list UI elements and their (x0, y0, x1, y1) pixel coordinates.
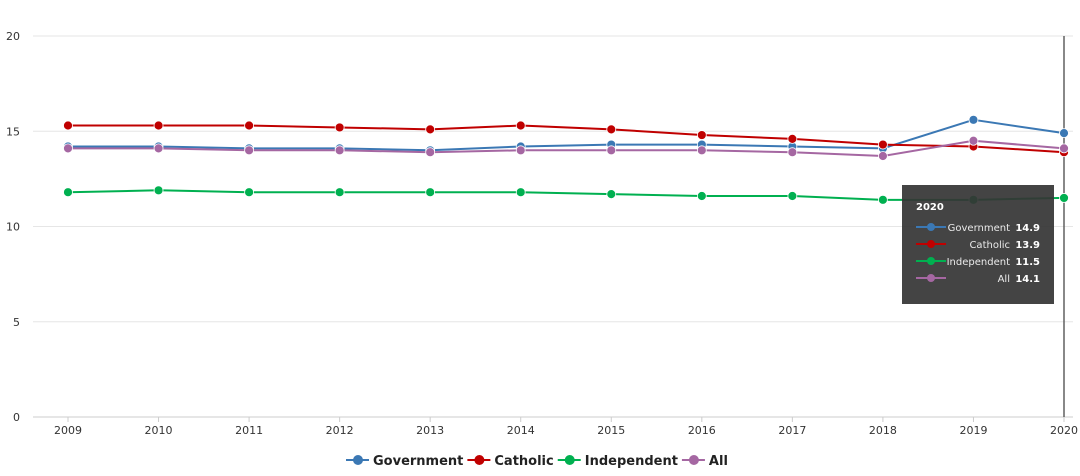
data-point-independent[interactable] (153, 185, 164, 196)
tooltip-label-independent: Independent (947, 257, 1010, 268)
legend-label-catholic: Catholic (494, 454, 553, 469)
tooltip-swatch-marker-independent (927, 257, 935, 265)
data-point-catholic[interactable] (334, 122, 345, 133)
x-tick-label: 2015 (597, 424, 625, 437)
data-point-all[interactable] (606, 145, 617, 156)
legend-label-government: Government (373, 454, 463, 469)
data-point-all[interactable] (63, 143, 73, 154)
data-point-all[interactable] (696, 145, 707, 156)
x-tick-label: 2012 (326, 424, 354, 437)
data-point-independent[interactable] (334, 187, 345, 198)
data-point-catholic[interactable] (244, 120, 254, 131)
legend-item-all[interactable]: All (681, 454, 728, 469)
x-tick-label: 2011 (235, 424, 263, 437)
legend-label-independent: Independent (585, 454, 678, 469)
series-line-independent (67, 189, 1065, 201)
legend-item-catholic[interactable]: Catholic (467, 454, 554, 469)
data-point-all[interactable] (515, 145, 526, 156)
tooltip-label-catholic: Catholic (969, 240, 1010, 251)
data-point-independent[interactable] (1059, 193, 1069, 203)
legend-marker-independent (564, 455, 575, 465)
data-point-catholic[interactable] (153, 120, 164, 131)
data-point-all[interactable] (425, 147, 436, 158)
series-line-catholic (67, 124, 1065, 154)
y-tick-label: 0 (13, 411, 20, 424)
x-tick-label: 2014 (507, 424, 535, 437)
data-point-all[interactable] (153, 143, 164, 154)
data-point-government[interactable] (968, 114, 979, 125)
tooltip: 2020 Government 14.9 Catholic 13.9 Independen… (902, 185, 1054, 304)
x-tick-label: 2020 (1050, 424, 1078, 437)
series-independent (63, 185, 1069, 205)
legend-marker-all (688, 455, 699, 465)
tooltip-swatch-marker-catholic (927, 240, 935, 248)
data-point-catholic[interactable] (878, 139, 888, 150)
data-point-all[interactable] (1059, 143, 1069, 154)
data-point-independent[interactable] (606, 189, 617, 200)
tooltip-label-all: All (998, 274, 1010, 285)
legend-label-all: All (709, 454, 728, 469)
x-tick-label: 2009 (54, 424, 82, 437)
data-point-all[interactable] (878, 151, 888, 161)
data-point-independent[interactable] (878, 194, 888, 205)
x-tick-label: 2013 (416, 424, 444, 437)
tooltip-swatch-marker-all (927, 274, 935, 282)
x-tick-label: 2016 (688, 424, 716, 437)
x-tick-label: 2010 (145, 424, 173, 437)
data-point-all[interactable] (244, 145, 254, 156)
series-all (63, 135, 1069, 161)
data-point-independent[interactable] (696, 191, 707, 201)
x-tick-label: 2019 (959, 424, 987, 437)
y-tick-label: 5 (13, 316, 20, 329)
tooltip-swatch-marker-government (927, 223, 935, 231)
y-tick-label: 15 (6, 125, 20, 138)
legend-item-government[interactable]: Government (346, 454, 463, 469)
tooltip-value-catholic: 13.9 (1015, 240, 1040, 251)
grid-layer (33, 35, 1073, 418)
data-point-independent[interactable] (515, 187, 526, 198)
data-point-catholic[interactable] (787, 133, 798, 144)
tooltip-title: 2020 (916, 202, 944, 213)
data-point-catholic[interactable] (696, 130, 707, 140)
data-point-all[interactable] (787, 147, 798, 158)
data-point-independent[interactable] (787, 191, 798, 201)
legend-marker-government (353, 455, 363, 465)
x-tick-label: 2017 (778, 424, 806, 437)
data-point-government[interactable] (1059, 128, 1069, 139)
data-point-independent[interactable] (63, 187, 73, 198)
data-point-all[interactable] (968, 135, 979, 146)
series-line-all (67, 139, 1065, 158)
legend-item-independent[interactable]: Independent (557, 454, 678, 469)
y-tick-label: 20 (6, 30, 20, 43)
tooltip-value-independent: 11.5 (1015, 257, 1040, 268)
data-point-all[interactable] (334, 145, 345, 156)
tooltip-label-government: Government (948, 223, 1010, 234)
tooltip-value-government: 14.9 (1015, 223, 1040, 234)
series-line-government (67, 118, 1065, 152)
data-point-catholic[interactable] (63, 120, 73, 131)
series-layer (63, 114, 1069, 205)
data-point-catholic[interactable] (425, 124, 436, 135)
tooltip-value-all: 14.1 (1015, 274, 1040, 285)
data-point-independent[interactable] (244, 187, 254, 198)
data-point-catholic[interactable] (606, 124, 617, 135)
data-point-catholic[interactable] (515, 120, 526, 131)
y-tick-label: 10 (6, 221, 20, 234)
axis-layer: 0 5 10 15 20 2009 2010 2011 2012 2013 2014 2015 2016… (6, 30, 1078, 437)
legend[interactable]: Government Catholic Independent All (346, 454, 728, 469)
x-tick-label: 2018 (869, 424, 897, 437)
legend-marker-catholic (474, 455, 485, 465)
data-point-independent[interactable] (425, 187, 436, 198)
series-catholic (63, 120, 1069, 158)
